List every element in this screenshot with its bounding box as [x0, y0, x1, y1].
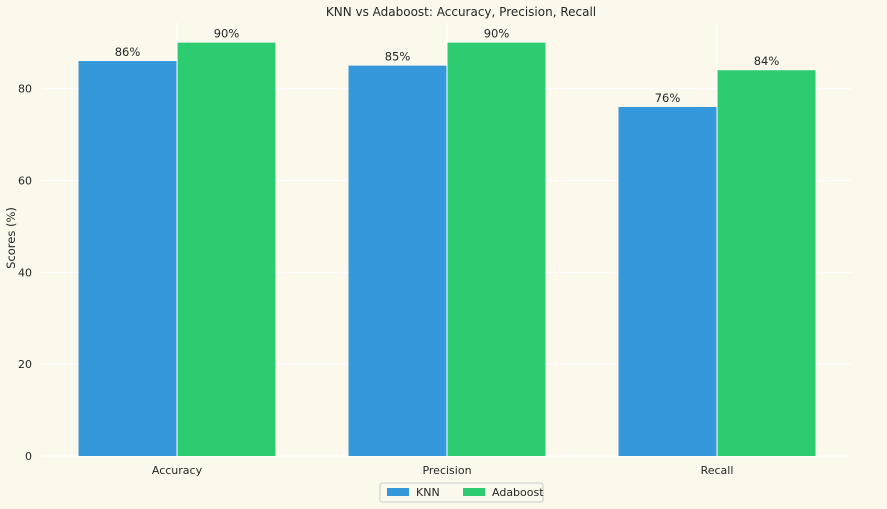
legend-swatch-adaboost — [463, 488, 485, 496]
data-label-adaboost-accuracy: 90% — [214, 27, 240, 41]
bar-layer — [78, 42, 816, 457]
legend-swatch-knn — [387, 488, 409, 496]
legend-label-knn: KNN — [416, 486, 440, 499]
x-tick-label: Recall — [701, 464, 734, 477]
bar-knn-recall — [618, 106, 717, 457]
y-tick-label: 80 — [18, 83, 32, 96]
y-tick-label: 40 — [18, 266, 32, 279]
y-tick-label: 60 — [18, 174, 32, 187]
y-tick-label: 20 — [18, 358, 32, 371]
bar-adaboost-accuracy — [177, 42, 276, 457]
data-label-adaboost-recall: 84% — [754, 54, 780, 68]
data-label-knn-recall: 76% — [655, 91, 681, 105]
bar-adaboost-recall — [717, 70, 816, 456]
data-label-layer: 86% 90% 85% 90% 76% 84% — [115, 27, 780, 105]
legend: KNN Adaboost — [379, 482, 544, 503]
y-tick-label: 0 — [25, 450, 32, 463]
chart-title: KNN vs Adaboost: Accuracy, Precision, Re… — [326, 5, 596, 19]
legend-box — [379, 482, 544, 503]
x-tick-label: Accuracy — [152, 464, 203, 477]
legend-label-adaboost: Adaboost — [492, 486, 544, 499]
bar-adaboost-precision — [447, 42, 546, 457]
data-label-adaboost-precision: 90% — [484, 27, 510, 41]
y-axis-label: Scores (%) — [4, 207, 18, 269]
x-tick-label: Precision — [422, 464, 471, 477]
grid-layer — [42, 22, 852, 457]
tick-layer: 0 20 40 60 80 Accuracy Precision Recall — [18, 83, 733, 477]
bar-knn-precision — [348, 65, 447, 456]
bar-knn-accuracy — [78, 61, 177, 456]
data-label-knn-accuracy: 86% — [115, 45, 141, 59]
data-label-knn-precision: 85% — [385, 50, 411, 64]
